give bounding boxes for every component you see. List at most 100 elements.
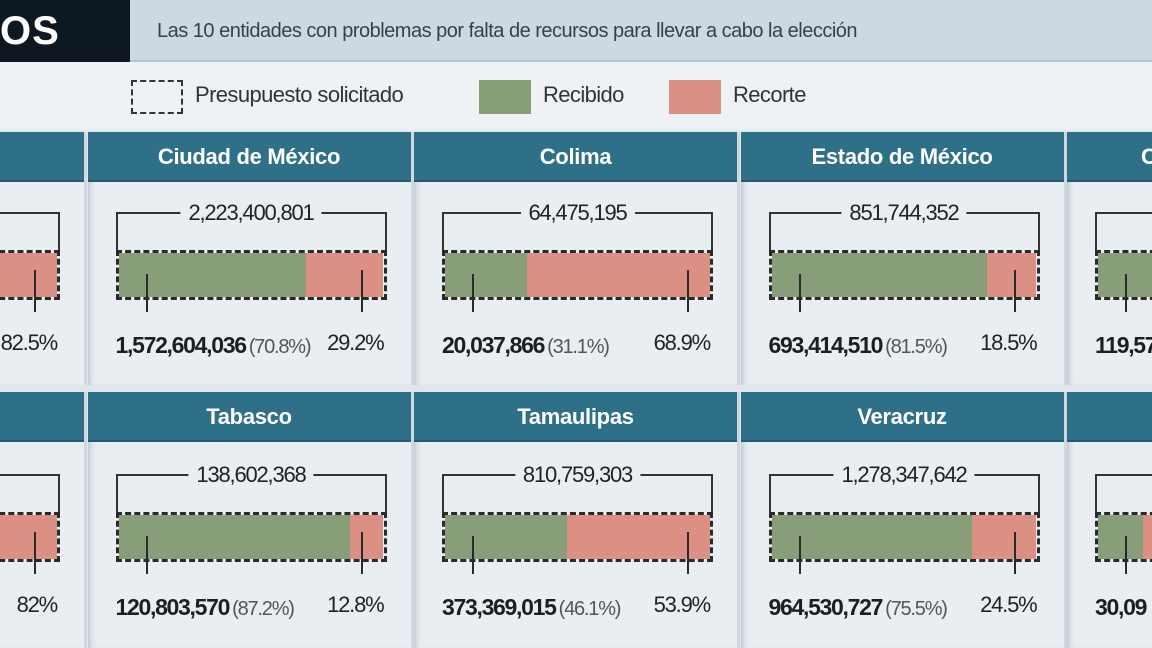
legend-label-solicitado: Presupuesto solicitado [195,82,404,107]
recibido-percent: (31.1%) [547,336,610,358]
entity-name: Veracruz [740,392,1064,442]
recorte-percent: 82.5% [0,330,59,355]
recibido-leader-line [472,536,474,574]
recibido-percent: (87.2%) [232,598,295,620]
total-bracket [0,474,60,514]
recibido-leader-line [798,274,801,312]
total-bracket [0,212,60,252]
recorte-percent: 12.8% [327,592,385,617]
recibido-value: 1,572,604,036 (70.8%) [115,332,312,359]
bar-segment-recorte [0,515,57,559]
recibido-amount: 119,57 [1095,332,1152,358]
total-bracket [1095,474,1152,514]
recibido-amount: 120,803,570 [115,594,231,620]
entity-name: Estado de México [740,132,1064,182]
recorte-leader-line [687,270,689,312]
recibido-value: 120,803,570 (87.2%) [115,594,295,621]
recorte-leader-line [360,532,363,574]
recibido-amount: 1,572,604,036 [115,332,247,358]
recibido-amount: 373,369,015 [442,594,557,620]
recorte-percent: 18.5% [980,330,1038,355]
recorte-leader-line [34,532,36,574]
recorte-percent: 82% [16,592,59,617]
entity-card: Veracruz 1,278,347,642 964,530,727 (75.5%) 2… [740,392,1067,648]
bar-segment-recibido [118,253,307,297]
entity-name: Tabasco [87,392,411,442]
legend: Presupuesto solicitado Recibido Recorte [0,62,1152,130]
bar-segment-recibido [445,253,528,297]
total-bracket: 64,475,195 [442,200,713,252]
bar-segment-recorte [527,253,710,297]
recibido-amount: 964,530,727 [768,594,884,620]
entity-card: es 82.5% [0,132,87,385]
budget-bar [0,512,60,562]
bar-segment-recorte [306,253,384,297]
entity-name: es [0,132,84,182]
entity-card: sí 82% [0,392,87,648]
legend-label-recorte: Recorte [733,82,806,107]
total-bracket: 138,602,368 [115,462,387,514]
recorte-percent: 24.5% [980,592,1038,617]
recibido-leader-line [145,274,148,312]
recibido-percent: (70.8%) [248,336,312,358]
recibido-value: 30,09 [1095,594,1147,621]
bar-segment-recibido [118,515,350,559]
recibido-percent: (46.1%) [558,598,622,620]
entity-name: sí [0,392,84,442]
total-bracket: 1,278,347,642 [768,462,1040,514]
entity-card: Tabasco 138,602,368 120,803,570 (87.2%) 12.8… [87,392,414,648]
bar-segment-recorte [987,253,1037,297]
recorte-percent: 68.9% [653,330,712,355]
presupuesto-solicitado-value: 64,475,195 [520,200,635,226]
recibido-value: 119,57 [1095,332,1152,359]
recibido-value: 964,530,727 (75.5%) [768,594,948,621]
legend-swatch-recibido [479,80,531,114]
recibido-leader-line [798,536,801,574]
entity-card: Ciudad de México 2,223,400,801 1,572,604,0… [87,132,414,385]
bar-segment-recorte [971,515,1037,559]
bar-segment-recibido [1098,515,1144,559]
recibido-value: 20,037,866 (31.1%) [442,332,610,359]
budget-bar [442,512,713,562]
entity-name: C [1067,132,1152,182]
total-bracket: 2,223,400,801 [115,200,387,252]
total-bracket: 810,759,303 [442,462,713,514]
entity-card: Colima 64,475,195 20,037,866 (31.1%) 68.9% [414,132,740,385]
recibido-amount: 693,414,510 [768,332,884,358]
bar-segment-recibido [771,515,972,559]
recorte-leader-line [360,270,363,312]
recorte-percent: 29.2% [327,330,385,355]
recibido-amount: 20,037,866 [442,332,545,358]
recorte-leader-line [1013,270,1016,312]
recibido-value: 693,414,510 (81.5%) [768,332,948,359]
recibido-value: 373,369,015 (46.1%) [442,594,622,621]
entity-name: Colima [414,132,737,182]
entity-card: C 119,57 [1067,132,1152,385]
legend-swatch-recorte [669,80,721,114]
recorte-leader-line [1013,532,1016,574]
budget-bar [1095,250,1152,300]
budget-bar [768,250,1040,300]
budget-bar [442,250,713,300]
presupuesto-solicitado-value: 1,278,347,642 [833,462,975,488]
recibido-leader-line [1125,536,1127,574]
budget-bar [115,250,387,300]
total-bracket: 851,744,352 [768,200,1040,252]
legend-swatch-solicitado [131,80,183,114]
recibido-percent: (81.5%) [885,336,948,358]
entity-name [1067,392,1152,442]
recibido-leader-line [145,536,148,574]
presupuesto-solicitado-value: 2,223,400,801 [180,200,322,226]
presupuesto-solicitado-value: 851,744,352 [841,200,967,226]
entity-card: Tamaulipas 810,759,303 373,369,015 (46.1%) 5… [414,392,740,648]
entity-card: 30,09 [1067,392,1152,648]
bar-segment-recorte [567,515,710,559]
recorte-percent: 53.9% [653,592,712,617]
budget-bar [115,512,387,562]
recibido-leader-line [472,274,474,312]
presupuesto-solicitado-value: 810,759,303 [514,462,641,488]
budget-bar [768,512,1040,562]
total-bracket [1095,212,1152,252]
bar-segment-recibido [445,515,568,559]
